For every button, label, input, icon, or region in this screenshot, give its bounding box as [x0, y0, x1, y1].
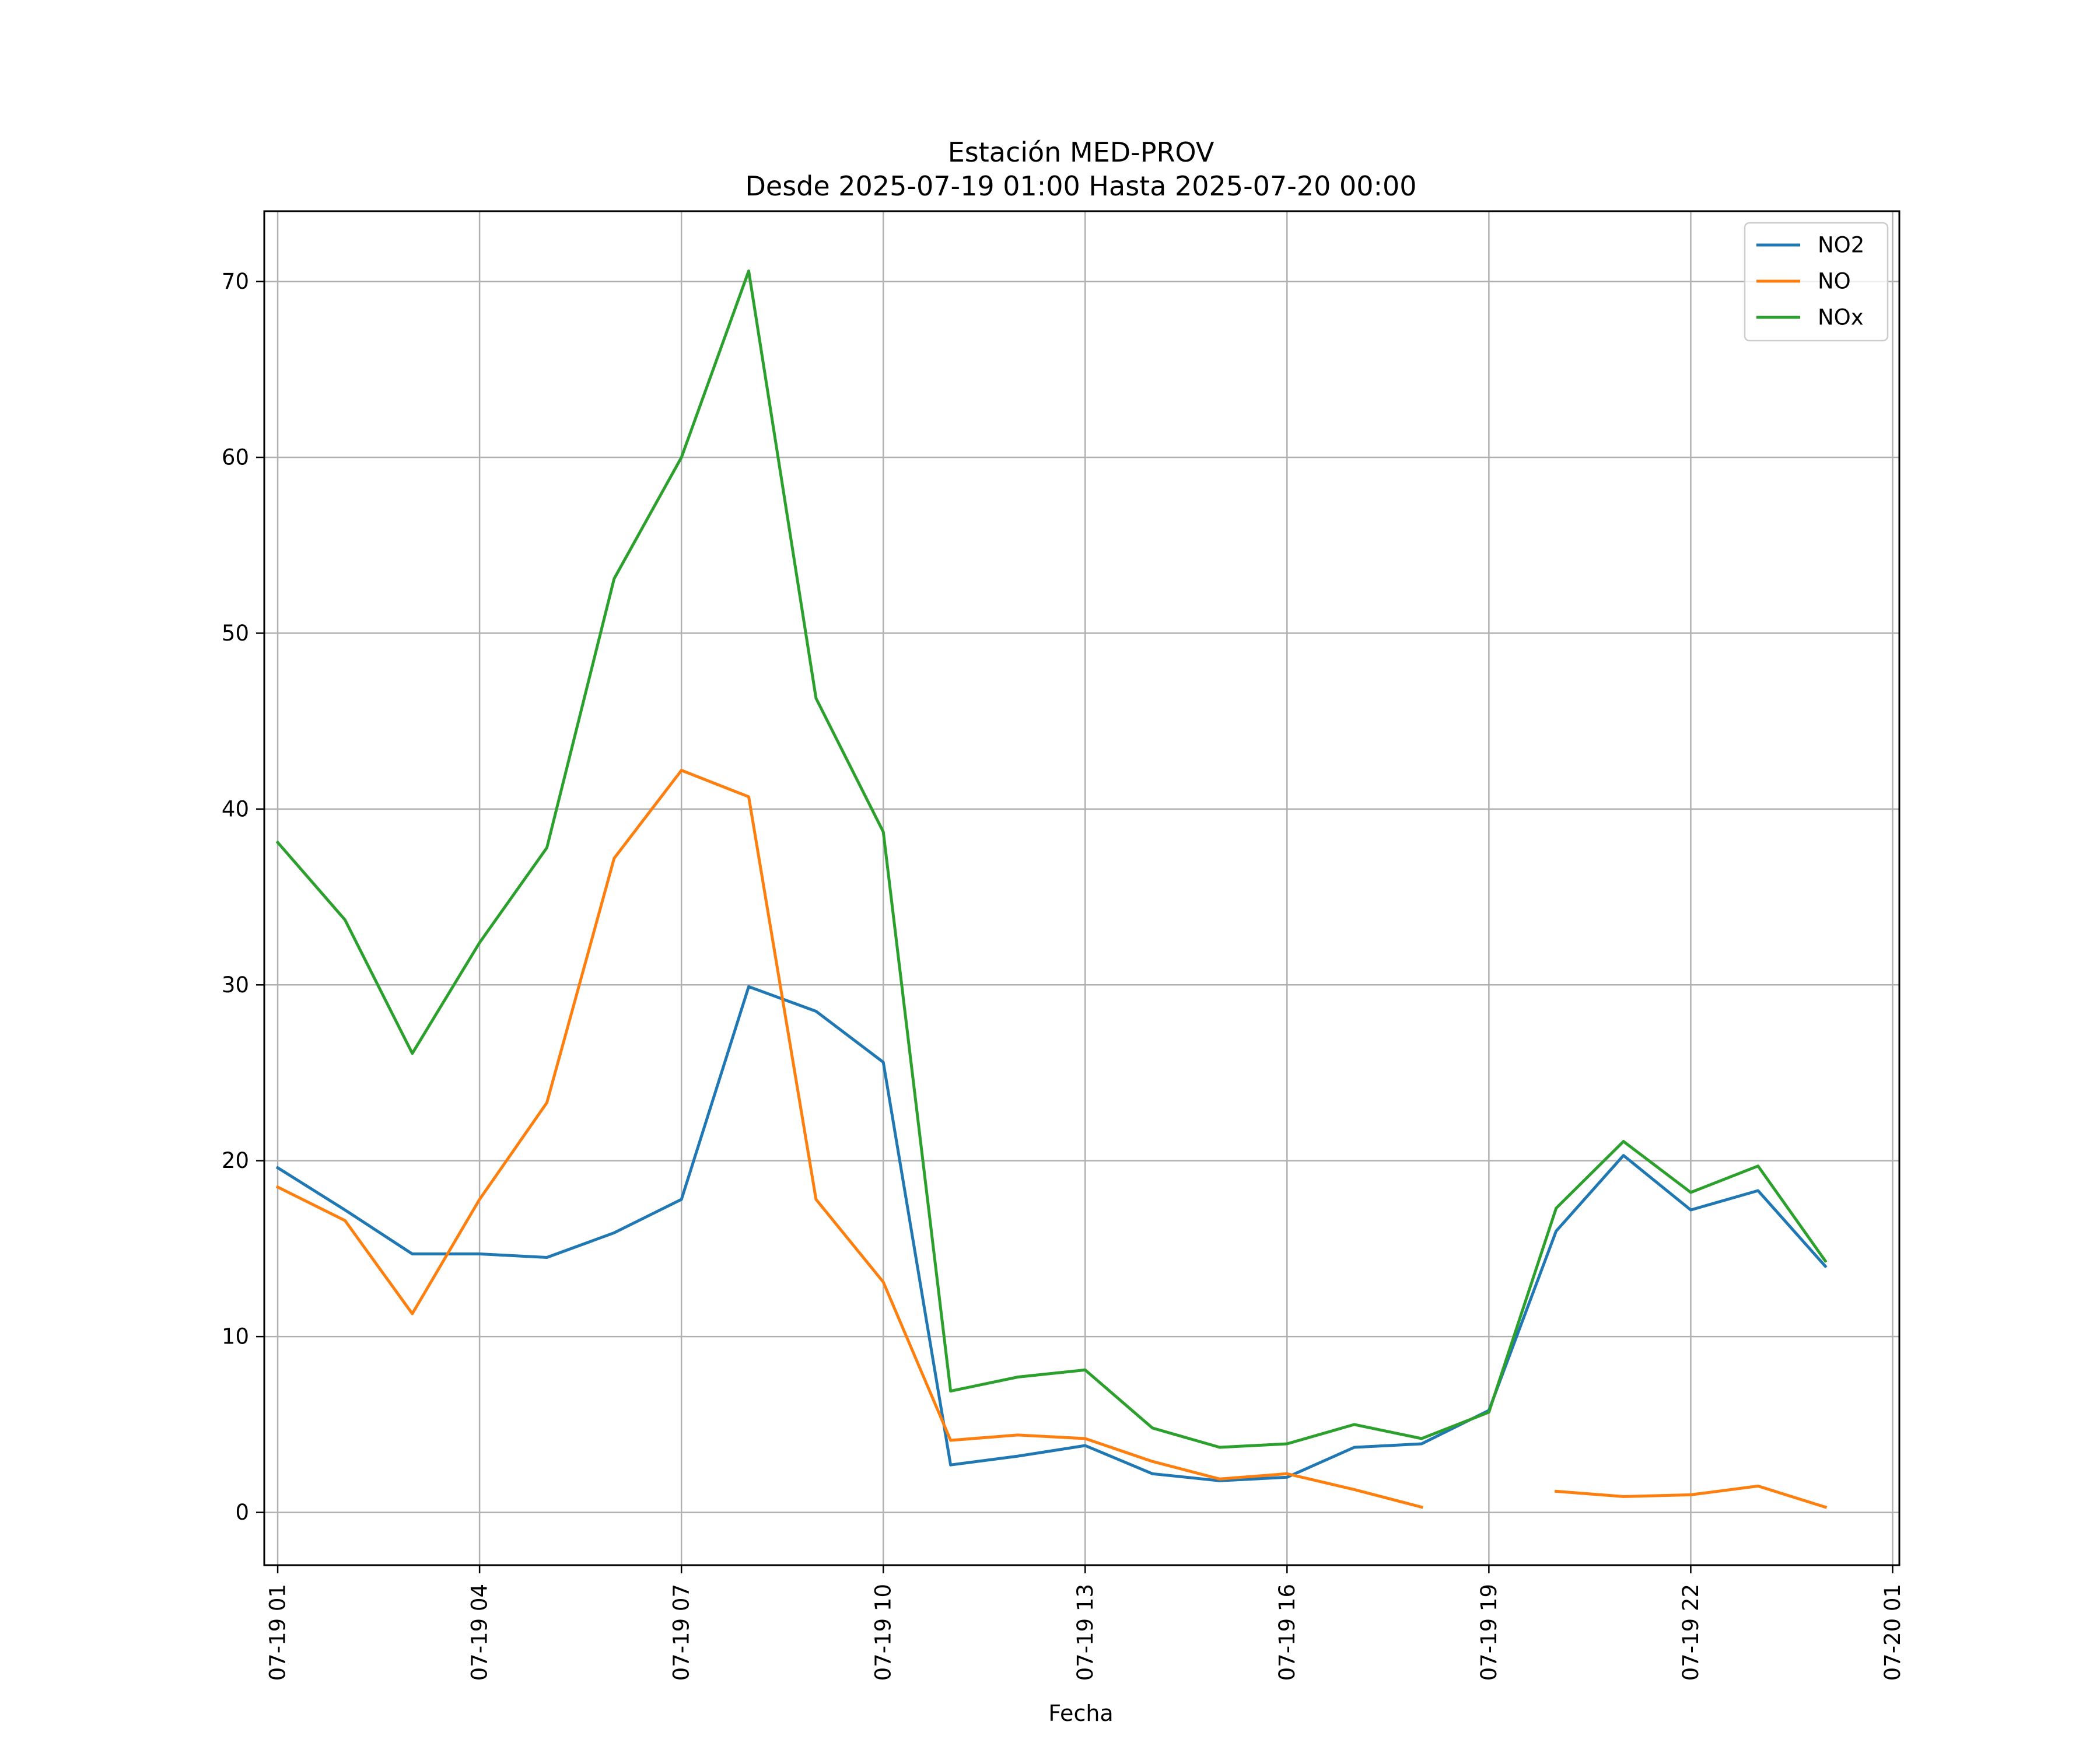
y-tick-label: 50 [222, 621, 249, 646]
x-axis-label: Fecha [1048, 1700, 1113, 1726]
chart-title: Estación MED-PROV [948, 137, 1214, 168]
x-tick-label: 07-19 01 [265, 1584, 290, 1681]
x-tick-label: 07-19 16 [1275, 1584, 1300, 1681]
x-tick-label: 07-19 04 [467, 1584, 492, 1681]
x-tick-label: 07-19 10 [871, 1584, 896, 1681]
y-tick-label: 10 [222, 1324, 249, 1349]
y-tick-label: 30 [222, 972, 249, 998]
legend-label-nox: NOx [1818, 305, 1864, 330]
x-tick-label: 07-19 22 [1678, 1584, 1703, 1681]
legend: NO2 NO NOx [1745, 223, 1888, 341]
x-tick-label: 07-19 07 [669, 1584, 694, 1681]
x-tick-label: 07-19 13 [1073, 1584, 1098, 1681]
y-tick-label: 70 [222, 269, 249, 294]
legend-label-no2: NO2 [1818, 233, 1864, 258]
y-tick-label: 0 [235, 1500, 249, 1525]
y-tick-label: 60 [222, 445, 249, 470]
x-tick-label: 07-20 01 [1880, 1584, 1905, 1681]
y-tick-label: 40 [222, 796, 249, 821]
x-tick-label: 07-19 19 [1476, 1584, 1502, 1681]
chart-subtitle: Desde 2025-07-19 01:00 Hasta 2025-07-20 … [745, 170, 1416, 202]
legend-label-no: NO [1818, 269, 1851, 294]
y-tick-label: 20 [222, 1148, 249, 1173]
